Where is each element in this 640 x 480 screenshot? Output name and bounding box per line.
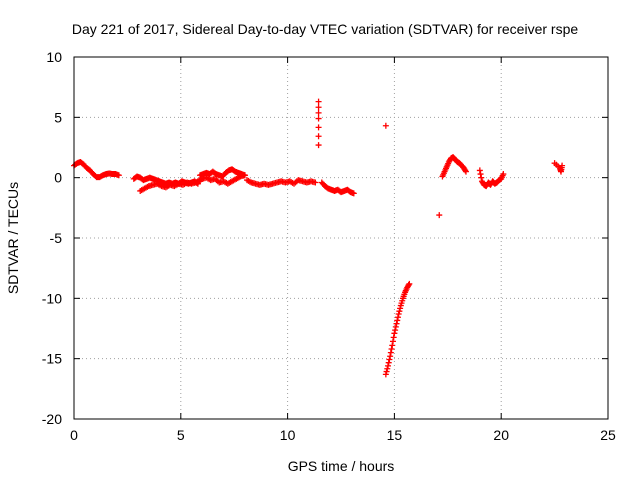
data-point	[395, 311, 402, 318]
data-point	[382, 371, 389, 378]
data-point	[405, 282, 412, 289]
x-tick-labels: 0 5 10 15 20 25	[70, 427, 616, 443]
data-point	[387, 353, 394, 360]
y-tick-label: 5	[54, 109, 62, 125]
grid	[74, 57, 608, 419]
data-point	[315, 104, 322, 111]
data-point	[382, 122, 389, 129]
data-point	[396, 308, 403, 315]
plot-frame	[73, 56, 609, 420]
data-point	[394, 314, 401, 321]
y-tick-label: -10	[42, 290, 62, 306]
data-point	[350, 190, 357, 197]
data-point	[315, 98, 322, 105]
x-tick-label: 0	[70, 427, 78, 443]
data-point	[315, 142, 322, 149]
data-point	[477, 171, 484, 178]
data-point	[384, 365, 391, 372]
data-point	[383, 368, 390, 375]
y-tick-label: 0	[54, 170, 62, 186]
data-point	[391, 330, 398, 337]
data-point	[386, 356, 393, 363]
x-tick-label: 25	[600, 427, 616, 443]
y-tick-label: -15	[42, 351, 62, 367]
data-point	[388, 346, 395, 353]
y-tick-labels: -20 -15 -10 -5 0 5 10	[42, 49, 62, 427]
data-point	[393, 320, 400, 327]
data-point	[115, 172, 122, 179]
data-point	[392, 323, 399, 330]
data-point	[387, 349, 394, 356]
x-tick-label: 20	[493, 427, 509, 443]
data-point	[500, 171, 507, 178]
y-axis-label: SDTVAR / TECUs	[5, 182, 21, 294]
chart-title: Day 221 of 2017, Sidereal Day-to-day VTE…	[72, 21, 578, 37]
data-point	[394, 317, 401, 324]
data-point	[462, 168, 469, 175]
y-tick-label: 10	[46, 49, 62, 65]
data-point	[559, 162, 566, 169]
data-point	[397, 305, 404, 312]
y-tick-label: -20	[42, 411, 62, 427]
x-tick-label: 10	[280, 427, 296, 443]
data-point	[385, 359, 392, 366]
data-point	[241, 172, 248, 179]
data-point	[315, 115, 322, 122]
x-tick-label: 15	[387, 427, 403, 443]
data-point	[476, 167, 483, 174]
data-point	[384, 362, 391, 369]
data-point	[315, 109, 322, 116]
data-points	[71, 98, 566, 378]
x-axis-label: GPS time / hours	[288, 458, 395, 474]
x-tick-label: 5	[177, 427, 185, 443]
data-point	[389, 342, 396, 349]
data-point	[478, 174, 485, 181]
data-point	[315, 124, 322, 131]
data-point	[312, 179, 319, 186]
data-point	[390, 334, 397, 341]
data-point	[315, 133, 322, 140]
y-tick-label: -5	[50, 230, 63, 246]
data-point	[462, 167, 469, 174]
data-point	[392, 327, 399, 334]
data-point	[389, 338, 396, 345]
data-point	[406, 280, 413, 287]
data-point	[436, 212, 443, 219]
